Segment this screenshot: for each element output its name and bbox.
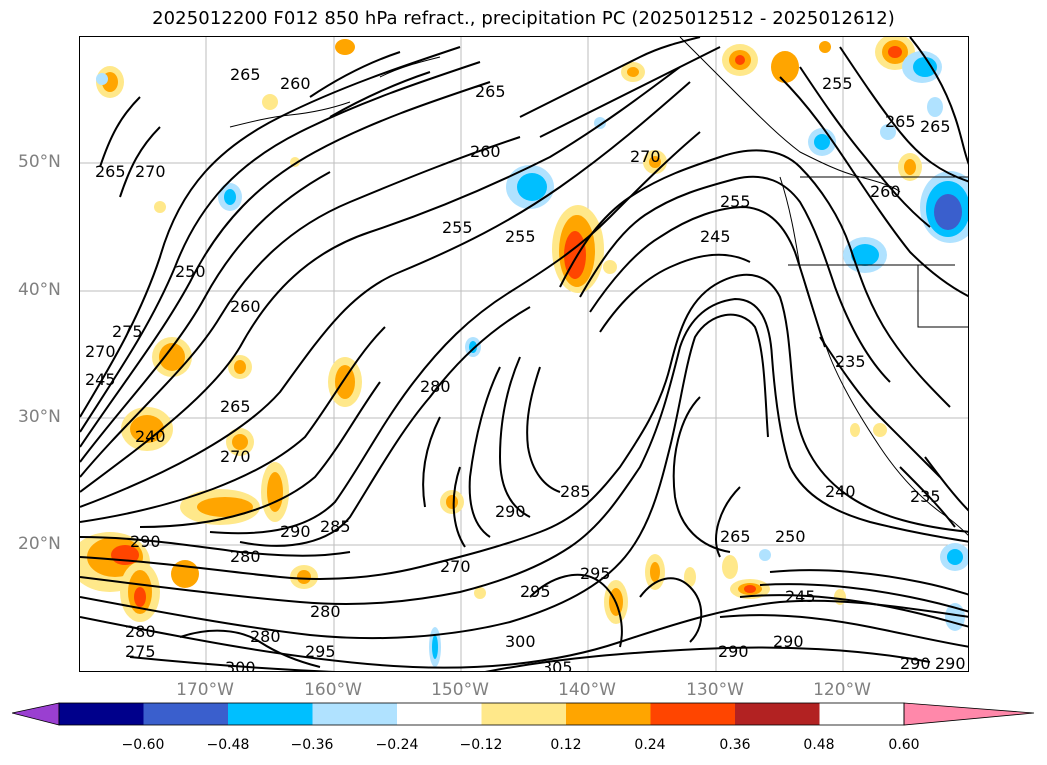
colorbar-tick-label: −0.48 (206, 737, 250, 753)
lon-label-150w: 150°W (431, 680, 489, 700)
contour-label: 260 (280, 74, 311, 93)
lon-label-170w: 170°W (176, 680, 234, 700)
contour-label: 280 (310, 602, 341, 621)
contour-label: 270 (220, 447, 251, 466)
colorbar-extend-left (12, 702, 60, 726)
lon-label-130w: 130°W (686, 680, 744, 700)
colorbar-bin (735, 703, 820, 725)
colorbar-tick-label: 0.24 (634, 737, 666, 753)
contour-label: 245 (85, 370, 116, 389)
colorbar-bin (650, 703, 735, 725)
lon-label-120w: 120°W (813, 680, 871, 700)
contour-label: 285 (320, 517, 351, 536)
colorbar-bin (312, 703, 397, 725)
contour-label: 300 (225, 658, 256, 672)
contour-label: 295 (520, 582, 551, 601)
contour-label: 250 (775, 527, 806, 546)
refractivity-contours (80, 37, 968, 671)
colorbar-bin (228, 703, 313, 725)
contour-label: 240 (825, 482, 856, 501)
contour-label: 290 (718, 642, 749, 661)
contour-label: 270 (440, 557, 471, 576)
contour-label: 270 (135, 162, 166, 181)
contour-label: 260 (870, 182, 901, 201)
contour-label: 290 (773, 632, 804, 651)
colorbar (12, 702, 1035, 726)
colorbar-bin (59, 703, 144, 725)
contour-label: 280 (125, 622, 156, 641)
colorbar-tick-label: 0.48 (803, 737, 835, 753)
contour-label: 280 (250, 627, 281, 646)
colorbar-tick-label: −0.12 (459, 737, 503, 753)
contour-label: 275 (112, 322, 143, 341)
contour-label: 265 (475, 82, 506, 101)
contour-label: 255 (822, 74, 853, 93)
colorbar-bin (143, 703, 228, 725)
contour-label: 295 (305, 642, 336, 661)
contour-label: 240 (135, 427, 166, 446)
colorbar-tick-label: 0.12 (550, 737, 582, 753)
contour-label: 265 (95, 162, 126, 181)
colorbar-extend-right (903, 702, 1035, 726)
contour-label: 275 (125, 642, 156, 661)
contour-label: 265 (220, 397, 251, 416)
contour-label: 265 (720, 527, 751, 546)
contour-label: 255 (505, 227, 536, 246)
lat-label-30n: 30°N (18, 407, 61, 427)
contour-label: 295 (580, 564, 611, 583)
contour-label: 305 (542, 658, 573, 672)
colorbar-bin (481, 703, 566, 725)
contour-label: 300 (505, 632, 536, 651)
contour-label: 245 (700, 227, 731, 246)
contour-label: 280 (420, 377, 451, 396)
contour-label: 265 (230, 65, 261, 84)
lat-label-20n: 20°N (18, 534, 61, 554)
contour-label: 250 (175, 262, 206, 281)
colorbar-tick-label: −0.60 (121, 737, 165, 753)
lon-label-140w: 140°W (558, 680, 616, 700)
lat-label-40n: 40°N (18, 280, 61, 300)
contour-label: 285 (560, 482, 591, 501)
contour-label: 290 (495, 502, 526, 521)
colorbar-bin (566, 703, 651, 725)
lon-label-160w: 160°W (304, 680, 362, 700)
contour-label: 265 (885, 112, 916, 131)
contour-label: 265 (920, 117, 951, 136)
precip-negative-areas (96, 51, 968, 667)
coastlines (229, 37, 968, 536)
contour-label: 235 (835, 352, 866, 371)
contour-label: 255 (442, 218, 473, 237)
lat-label-50n: 50°N (18, 152, 61, 172)
contour-labels: 265 260 265 270 265 260 255 250 260 270 … (85, 65, 966, 672)
contour-label: 290 (130, 532, 161, 551)
map-canvas: 265 260 265 270 265 260 255 250 260 270 … (80, 37, 968, 672)
contour-label: 290 (935, 654, 966, 672)
contour-label: 280 (230, 547, 261, 566)
contour-label: 270 (630, 147, 661, 166)
contour-label: 260 (470, 142, 501, 161)
contour-label: 290 (900, 654, 931, 672)
map-panel: 265 260 265 270 265 260 255 250 260 270 … (79, 36, 969, 672)
colorbar-tick-label: 0.36 (719, 737, 751, 753)
precip-positive-areas (80, 37, 922, 624)
colorbar-tick-label: 0.60 (888, 737, 920, 753)
colorbar-tick-label: −0.36 (290, 737, 334, 753)
contour-label: 290 (280, 522, 311, 541)
map-title: 2025012200 F012 850 hPa refract., precip… (152, 8, 895, 29)
colorbar-tick-label: −0.24 (375, 737, 419, 753)
contour-label: 235 (910, 487, 941, 506)
contour-label: 245 (785, 587, 816, 606)
colorbar-bin (397, 703, 482, 725)
contour-label: 270 (85, 342, 116, 361)
contour-label: 260 (230, 297, 261, 316)
contour-label: 255 (720, 192, 751, 211)
